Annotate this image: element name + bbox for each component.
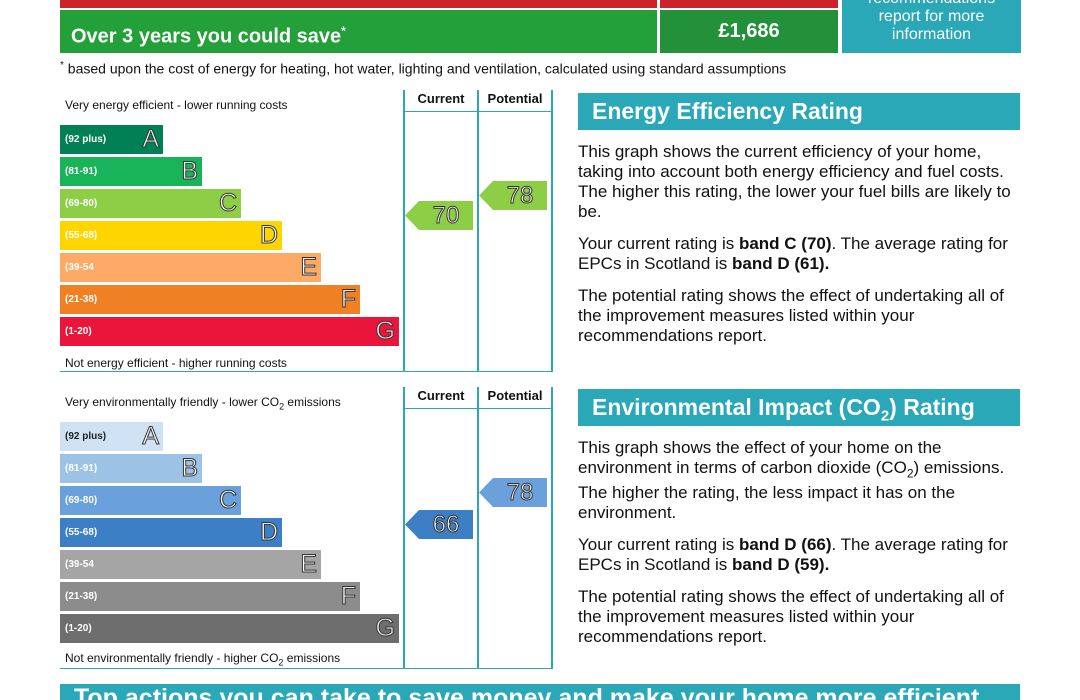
band-e: (39-54 E bbox=[60, 550, 321, 579]
current-column-header: Current bbox=[417, 388, 465, 403]
band-letter: F bbox=[340, 582, 356, 611]
band-b: (81-91) B bbox=[60, 454, 202, 483]
more-info-cut-text: recommendations bbox=[842, 0, 1021, 8]
band-range: (81-91) bbox=[65, 166, 98, 177]
band-letter: C bbox=[218, 486, 237, 515]
band-a: (92 plus) A bbox=[60, 125, 163, 154]
env-info-paragraph-2: Your current rating is band D (66). The … bbox=[578, 535, 1008, 575]
energy-potential-arrow: 78 bbox=[479, 181, 547, 210]
env-base-line bbox=[60, 668, 553, 669]
env-info-paragraph-1: This graph shows the effect of your home… bbox=[578, 438, 1005, 523]
band-letter: C bbox=[218, 189, 237, 218]
band-g: (1-20) G bbox=[60, 614, 399, 643]
top-actions-banner: Top actions you can take to save money a… bbox=[60, 684, 1020, 700]
header-underline bbox=[405, 408, 553, 409]
band-range: (39-54 bbox=[65, 262, 94, 273]
band-range: (39-54 bbox=[65, 559, 94, 570]
energy-bottom-caption: Not energy efficient - higher running co… bbox=[65, 356, 287, 370]
band-range: (69-80) bbox=[65, 198, 98, 209]
band-letter: E bbox=[300, 253, 318, 282]
band-letter: F bbox=[340, 285, 356, 314]
band-letter: B bbox=[181, 454, 199, 483]
energy-current-value: 70 bbox=[432, 202, 460, 230]
potential-column-border bbox=[477, 387, 479, 669]
band-range: (69-80) bbox=[65, 495, 98, 506]
band-range: (81-91) bbox=[65, 463, 98, 474]
current-column-border bbox=[403, 387, 405, 669]
env-info-section: Environmental Impact (CO2) Rating This g… bbox=[578, 389, 1020, 647]
environmental-impact-chart: Very environmentally friendly - lower CO… bbox=[60, 387, 553, 669]
env-info-heading: Environmental Impact (CO2) Rating bbox=[578, 389, 1020, 426]
energy-info-section: Energy Efficiency Rating This graph show… bbox=[578, 93, 1020, 346]
top-rating-strip bbox=[60, 0, 838, 8]
savings-row: Over 3 years you could save* £1,686 bbox=[60, 10, 838, 53]
energy-info-heading: Energy Efficiency Rating bbox=[578, 93, 1020, 130]
potential-column-header: Potential bbox=[487, 388, 543, 403]
current-column-border bbox=[403, 90, 405, 372]
energy-info-paragraph-3: The potential rating shows the effect of… bbox=[578, 286, 1004, 345]
env-current-value: 66 bbox=[432, 511, 460, 539]
band-range: (55-68) bbox=[65, 527, 98, 538]
env-top-caption: Very environmentally friendly - lower CO… bbox=[65, 395, 341, 412]
band-range: (1-20) bbox=[65, 623, 92, 634]
band-a: (92 plus) A bbox=[60, 422, 163, 451]
env-potential-value: 78 bbox=[506, 479, 534, 507]
energy-top-caption: Very energy efficient - lower running co… bbox=[65, 98, 288, 112]
band-range: (21-38) bbox=[65, 591, 98, 602]
potential-column-border bbox=[477, 90, 479, 372]
energy-efficiency-chart: Very energy efficient - lower running co… bbox=[60, 90, 553, 372]
band-d: (55-68) D bbox=[60, 518, 282, 547]
band-g: (1-20) G bbox=[60, 317, 399, 346]
band-range: (92 plus) bbox=[65, 431, 107, 442]
band-range: (55-68) bbox=[65, 230, 98, 241]
band-letter: E bbox=[300, 550, 318, 579]
band-e: (39-54 E bbox=[60, 253, 321, 282]
energy-base-line bbox=[60, 371, 553, 372]
band-letter: G bbox=[375, 317, 395, 346]
band-letter: D bbox=[259, 221, 278, 250]
energy-info-paragraph-1: This graph shows the current efficiency … bbox=[578, 142, 1011, 221]
more-info-text: report for more information bbox=[878, 8, 985, 43]
env-bottom-caption: Not environmentally friendly - higher CO… bbox=[65, 650, 341, 667]
header-underline bbox=[405, 111, 553, 112]
band-range: (1-20) bbox=[65, 326, 92, 337]
energy-potential-value: 78 bbox=[506, 182, 534, 210]
savings-label: Over 3 years you could save* bbox=[60, 10, 657, 53]
band-b: (81-91) B bbox=[60, 157, 202, 186]
band-f: (21-38) F bbox=[60, 285, 360, 314]
band-c: (69-80) C bbox=[60, 486, 241, 515]
band-c: (69-80) C bbox=[60, 189, 241, 218]
savings-value: £1,686 bbox=[660, 10, 838, 53]
band-letter: A bbox=[142, 125, 160, 154]
right-column-border bbox=[551, 90, 553, 372]
band-range: (21-38) bbox=[65, 294, 98, 305]
potential-column-header: Potential bbox=[487, 91, 543, 106]
env-current-arrow: 66 bbox=[405, 510, 473, 539]
energy-info-paragraph-2: Your current rating is band C (70). The … bbox=[578, 234, 1008, 273]
current-column-header: Current bbox=[417, 91, 465, 106]
footnote: * based upon the cost of energy for heat… bbox=[60, 60, 787, 77]
energy-current-arrow: 70 bbox=[405, 201, 473, 230]
band-letter: D bbox=[259, 518, 278, 547]
band-range: (92 plus) bbox=[65, 134, 107, 145]
band-letter: A bbox=[142, 422, 160, 451]
env-info-paragraph-3: The potential rating shows the effect of… bbox=[578, 587, 1004, 647]
more-info-box[interactable]: recommendations report for more informat… bbox=[842, 0, 1021, 53]
band-d: (55-68) D bbox=[60, 221, 282, 250]
band-f: (21-38) F bbox=[60, 582, 360, 611]
right-column-border bbox=[551, 387, 553, 669]
band-letter: G bbox=[375, 614, 395, 643]
env-potential-arrow: 78 bbox=[479, 478, 547, 507]
band-letter: B bbox=[181, 157, 199, 186]
